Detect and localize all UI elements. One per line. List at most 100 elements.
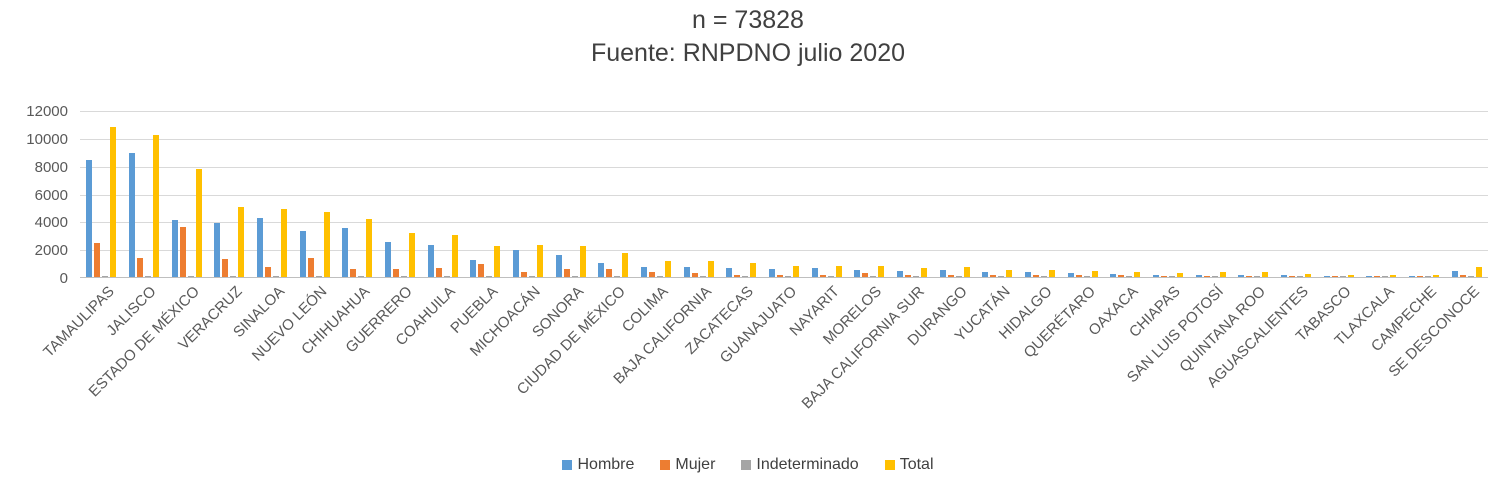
bar-hombre [939, 270, 946, 277]
bar-mujer [264, 267, 271, 277]
bar-mujer [947, 274, 954, 277]
y-axis-tick-label: 2000 [34, 242, 68, 260]
bar-total [707, 261, 714, 277]
bar-indeterminado [1467, 276, 1474, 277]
bar-mujer [648, 271, 655, 277]
bar-mujer [350, 269, 357, 277]
bar-indeterminado [955, 276, 962, 277]
bar-hombre [470, 259, 477, 277]
bar-hombre [1238, 275, 1245, 277]
bar-hombre [342, 227, 349, 277]
y-axis-tick-label: 6000 [34, 186, 68, 204]
bar-hombre [598, 263, 605, 277]
bar-mujer [904, 274, 911, 277]
y-axis-tick-label: 8000 [34, 158, 68, 176]
bar-indeterminado [870, 276, 877, 277]
bar-group [933, 110, 976, 277]
bar-group [1104, 110, 1147, 277]
bar-mujer [478, 264, 485, 277]
bar-group [421, 110, 464, 277]
bar-indeterminado [827, 276, 834, 277]
bar-mujer [691, 272, 698, 277]
y-axis-tick-label: 10000 [26, 130, 68, 148]
bar-indeterminado [315, 276, 322, 277]
bar-mujer [1075, 275, 1082, 277]
bar-indeterminado [1126, 276, 1133, 277]
bar-indeterminado [187, 275, 194, 277]
bar-total [1219, 272, 1226, 277]
bar-group [336, 110, 379, 277]
bar-group [1445, 110, 1488, 277]
bar-hombre [427, 245, 434, 277]
bar-total [1006, 270, 1013, 277]
bar-hombre [726, 267, 733, 277]
legend-item-mujer: Mujer [660, 456, 715, 474]
bar-group [1147, 110, 1190, 277]
bar-group [1275, 110, 1318, 277]
bar-indeterminado [1339, 276, 1346, 277]
legend-swatch-icon [660, 460, 671, 470]
bar-mujer [1416, 276, 1423, 277]
bar-total [878, 266, 885, 277]
bar-mujer [1118, 275, 1125, 277]
bar-total [195, 169, 202, 277]
legend-label: Mujer [675, 456, 716, 473]
bar-group [549, 110, 592, 277]
legend-swatch-icon [741, 460, 752, 470]
bar-total [1475, 267, 1482, 277]
x-axis-labels: TAMAULIPAS JALISCO ESTADO DE MÉXICO VERACRU… [40, 283, 1488, 443]
bar-indeterminado [656, 276, 663, 277]
bar-mujer [1331, 276, 1338, 277]
bar-indeterminado [528, 276, 535, 277]
bar-mujer [94, 242, 101, 277]
bar-indeterminado [486, 276, 493, 277]
chart-title-n: n = 73828 [692, 6, 804, 34]
bar-indeterminado [784, 276, 791, 277]
chart-title: n = 73828 Fuente: RNPDNO julio 2020 [0, 4, 1496, 70]
chart-title-source: Fuente: RNPDNO julio 2020 [590, 39, 906, 67]
plot-area [80, 111, 1488, 278]
bar-hombre [1451, 271, 1458, 277]
legend-item-total: Total [884, 456, 934, 474]
bar-indeterminado [144, 276, 151, 277]
bar-indeterminado [443, 276, 450, 277]
bar-indeterminado [272, 276, 279, 277]
bar-mujer [563, 268, 570, 277]
bar-hombre [299, 231, 306, 277]
bar-total [1390, 275, 1397, 277]
bar-indeterminado [614, 276, 621, 277]
bar-indeterminado [912, 276, 919, 277]
bar-group [1360, 110, 1403, 277]
bar-group [80, 110, 123, 277]
bar-mujer [606, 268, 613, 277]
bar-hombre [128, 153, 135, 277]
bar-indeterminado [571, 276, 578, 277]
bar-hombre [1067, 272, 1074, 277]
bar-indeterminado [400, 276, 407, 277]
bar-indeterminado [358, 276, 365, 277]
bar-mujer [1288, 275, 1295, 277]
bar-total [963, 267, 970, 277]
bar-indeterminado [742, 276, 749, 277]
bar-group [677, 110, 720, 277]
bar-total [1134, 272, 1141, 277]
gridline [80, 166, 1488, 168]
y-axis-tick-label: 0 [59, 270, 68, 287]
bar-indeterminado [998, 276, 1005, 277]
bar-hombre [896, 270, 903, 277]
bar-group [635, 110, 678, 277]
bar-hombre [256, 217, 263, 277]
bar-hombre [768, 268, 775, 277]
bar-mujer [819, 275, 826, 277]
bar-mujer [862, 272, 869, 277]
bar-hombre [555, 255, 562, 277]
bar-mujer [520, 272, 527, 277]
bar-group [251, 110, 294, 277]
y-axis-tick-label: 12000 [26, 103, 68, 120]
bar-mujer [136, 257, 143, 277]
bar-total [1048, 270, 1055, 277]
bar-mujer [990, 275, 997, 277]
bar-group [293, 110, 336, 277]
legend-item-hombre: Hombre [562, 456, 634, 474]
